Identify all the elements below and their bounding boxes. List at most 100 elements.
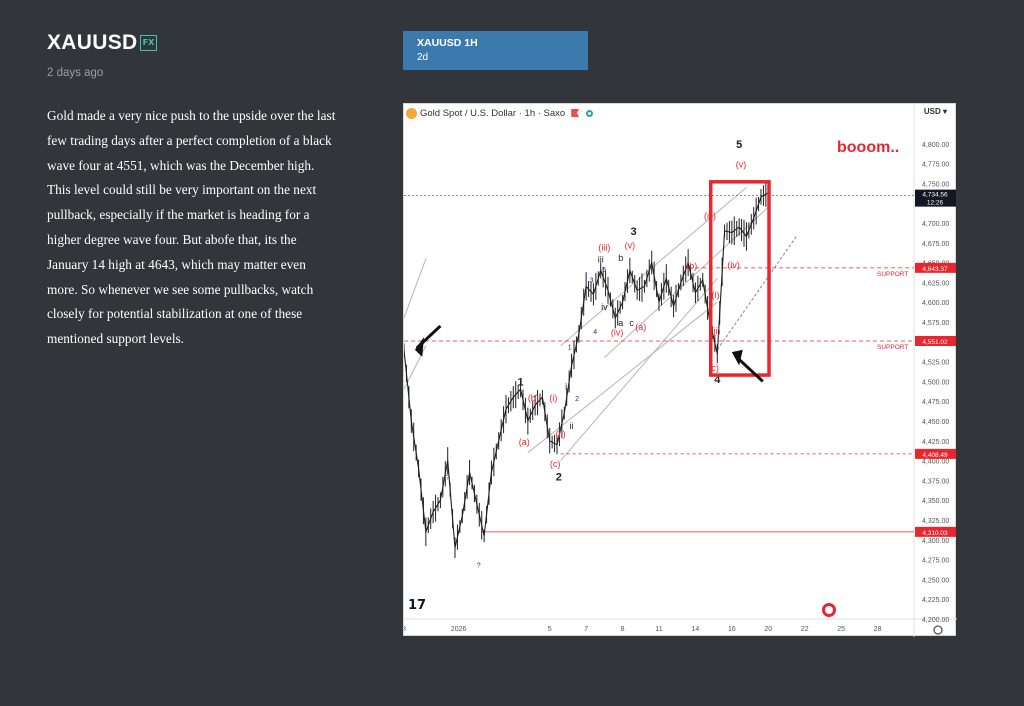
y-tick-label: 4,675.00 bbox=[922, 241, 949, 248]
wave-label: 4 bbox=[714, 374, 721, 386]
y-tick-label: 4,400.00 bbox=[922, 459, 949, 466]
post-description: Gold made a very nice push to the upside… bbox=[47, 108, 336, 347]
y-tick-label: 4,625.00 bbox=[922, 280, 949, 287]
wave-label: 3 bbox=[630, 226, 636, 238]
chart-symbol-title: Gold Spot / U.S. Dollar · 1h · Saxo bbox=[420, 107, 566, 119]
countdown-label: 12:26 bbox=[927, 200, 944, 207]
x-tick-label: 11 bbox=[655, 626, 662, 633]
highlight-box bbox=[708, 180, 771, 377]
support-label: SUPPORT bbox=[877, 344, 908, 351]
wave-label: ? bbox=[477, 563, 481, 570]
price-level-label: 4,551.02 bbox=[922, 339, 948, 346]
price-chart[interactable]: 4,800.004,775.004,750.004,725.004,700.00… bbox=[404, 104, 957, 637]
wave-label: 1 bbox=[568, 345, 572, 352]
wave-label: 2 bbox=[575, 396, 579, 403]
channel-line bbox=[560, 186, 747, 347]
market-status-icon bbox=[586, 109, 594, 117]
y-tick-label: 4,750.00 bbox=[922, 181, 949, 188]
current-price-label: 4,734.56 bbox=[922, 192, 948, 199]
channel-line bbox=[560, 278, 718, 461]
y-tick-label: 4,275.00 bbox=[922, 558, 949, 565]
wave-label: iii bbox=[598, 255, 604, 265]
wave-label: 4 bbox=[593, 329, 597, 336]
y-tick-label: 4,700.00 bbox=[922, 221, 949, 228]
channel-line bbox=[604, 206, 769, 359]
price-level-badge bbox=[915, 262, 956, 273]
x-tick-label: 7 bbox=[584, 626, 588, 633]
wave-label: (iv) bbox=[611, 327, 624, 337]
channel-midline bbox=[716, 234, 798, 351]
x-tick-label: 8 bbox=[621, 626, 625, 633]
x-tick-label: 14 bbox=[692, 626, 700, 633]
wave-label: (c) bbox=[550, 459, 561, 469]
tradingview-logo-icon: 17 bbox=[408, 598, 426, 613]
y-tick-label: 4,450.00 bbox=[922, 419, 949, 426]
symbol-card[interactable]: XAUUSD 1H 2d bbox=[403, 31, 588, 70]
y-tick-label: 4,775.00 bbox=[922, 162, 949, 169]
wave-label: i bbox=[565, 381, 567, 391]
y-tick-label: 4,500.00 bbox=[922, 379, 949, 386]
symbol-name: XAUUSD 1H bbox=[417, 37, 478, 49]
x-tick-label: 2026 bbox=[451, 626, 467, 633]
event-flag-icon-inner bbox=[825, 606, 833, 614]
wave-label: (iii) bbox=[598, 243, 610, 253]
wave-label: (ii) bbox=[710, 326, 720, 336]
arrow-head-icon bbox=[731, 349, 743, 366]
y-tick-label: 4,250.00 bbox=[922, 577, 949, 584]
wave-label: (b) bbox=[528, 393, 539, 403]
price-level-badge bbox=[915, 448, 956, 459]
wave-label: (a) bbox=[635, 322, 646, 332]
arrow-head-icon bbox=[414, 337, 425, 357]
currency-dropdown[interactable]: USD ▾ bbox=[923, 107, 947, 116]
current-price-badge bbox=[915, 189, 956, 207]
flag-icon[interactable] bbox=[571, 109, 580, 117]
chart-panel[interactable]: Gold Spot / U.S. Dollar · 1h · Saxo USD … bbox=[403, 103, 957, 637]
wave-label: 3 bbox=[590, 277, 594, 284]
wave-label: ? bbox=[446, 475, 450, 482]
y-tick-label: 4,225.00 bbox=[922, 597, 949, 604]
wave-label: b bbox=[618, 253, 623, 263]
wave-label: a bbox=[618, 318, 623, 328]
wave-label: 5 bbox=[602, 267, 606, 274]
settings-gear-icon bbox=[933, 625, 943, 635]
wave-label: (b) bbox=[686, 261, 697, 271]
symbol-timeframe: 2d bbox=[417, 52, 429, 63]
wave-label: 1 bbox=[518, 376, 524, 388]
wave-label: 2 bbox=[556, 471, 562, 483]
wave-label: ii bbox=[570, 421, 574, 431]
wave-label: (v) bbox=[736, 160, 747, 170]
price-level-label: 4,310.03 bbox=[922, 530, 948, 537]
x-tick-label: 5 bbox=[548, 626, 552, 633]
wave-label: (ii) bbox=[556, 429, 566, 439]
y-tick-label: 4,525.00 bbox=[922, 360, 949, 367]
y-tick-label: 4,800.00 bbox=[922, 142, 949, 149]
x-tick-label: 16 bbox=[728, 626, 736, 633]
price-level-label: 4,408.49 bbox=[922, 452, 948, 459]
price-level-badge bbox=[915, 526, 956, 537]
wave-label: (v) bbox=[625, 240, 636, 250]
x-tick-label: 20 bbox=[764, 626, 772, 633]
y-tick-label: 4,475.00 bbox=[922, 399, 949, 406]
wave-label: 5 bbox=[736, 139, 742, 151]
x-tick-label: 25 bbox=[837, 626, 845, 633]
y-tick-label: 4,600.00 bbox=[922, 300, 949, 307]
annotation-text: booom.. bbox=[837, 139, 899, 156]
wave-label: iv bbox=[601, 302, 608, 312]
post-date: 2 days ago bbox=[47, 67, 104, 79]
wave-label: (a) bbox=[519, 437, 530, 447]
y-tick-label: 4,200.00 bbox=[922, 617, 949, 624]
x-tick-label: 8 bbox=[404, 626, 406, 633]
fx-badge[interactable]: FX bbox=[140, 35, 157, 51]
y-tick-label: 4,350.00 bbox=[922, 498, 949, 505]
y-tick-label: 4,300.00 bbox=[922, 538, 949, 545]
y-tick-label: 4,575.00 bbox=[922, 320, 949, 327]
wave-label: (i) bbox=[711, 290, 719, 300]
price-level-badge bbox=[915, 335, 956, 346]
wave-label: (iv) bbox=[727, 260, 740, 270]
chart-header: Gold Spot / U.S. Dollar · 1h · Saxo bbox=[404, 104, 914, 122]
channel-line bbox=[404, 258, 427, 319]
wave-label: (c) bbox=[708, 363, 719, 373]
wave-label: c bbox=[629, 318, 634, 328]
x-tick-label: 28 bbox=[874, 626, 882, 633]
support-label: SUPPORT bbox=[877, 271, 908, 278]
